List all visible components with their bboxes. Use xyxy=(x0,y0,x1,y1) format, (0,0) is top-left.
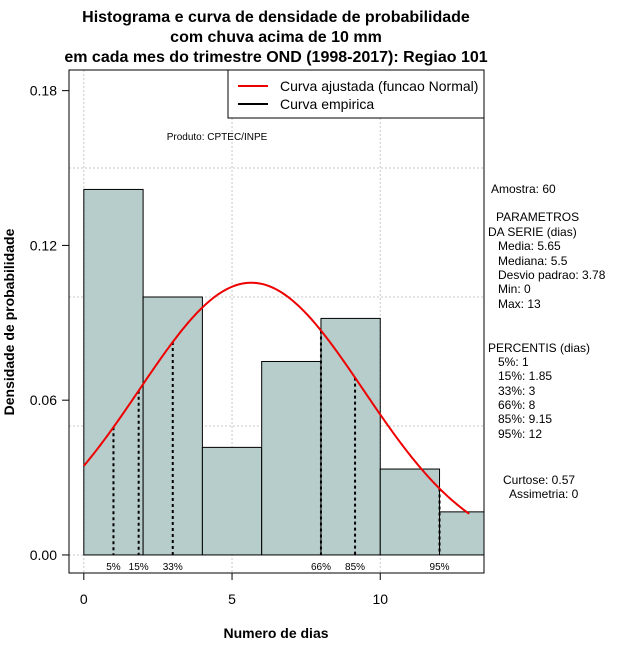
x-tick-label: 0 xyxy=(80,591,88,607)
histogram-bar xyxy=(379,468,441,556)
stats-percentil: 5%: 1 xyxy=(498,355,529,369)
stats-param: Mediana: 5.5 xyxy=(498,254,568,268)
x-axis-title: Numero de dias xyxy=(223,625,328,641)
histogram-bar xyxy=(439,511,485,556)
y-tick-label: 0.12 xyxy=(30,237,57,253)
stats-curtose: Curtose: 0.57 xyxy=(503,473,575,487)
histogram-bar xyxy=(261,360,322,556)
product-annotation: Produto: CPTEC/INPE xyxy=(167,132,268,143)
percentile-label: 15% xyxy=(129,562,149,573)
stats-sample: Amostra: 60 xyxy=(491,182,556,196)
stats-panel: Amostra: 60 PARAMETROS DA SERIE (dias) M… xyxy=(488,182,606,501)
chart-title-line-2: com chuva acima de 10 mm xyxy=(170,29,382,46)
stats-params-header-1: PARAMETROS xyxy=(496,210,579,224)
stats-assimetria: Assimetria: 0 xyxy=(509,487,579,501)
histogram-bar xyxy=(320,317,381,556)
stats-param: Media: 5.65 xyxy=(498,239,561,253)
stats-percentil: 66%: 8 xyxy=(498,398,536,412)
percentile-lines: 5% 15% 33% 66% 85% 95% xyxy=(106,330,450,573)
normal-curve xyxy=(83,281,470,515)
stats-percentil: 15%: 1.85 xyxy=(498,369,552,383)
percentile-label: 33% xyxy=(163,562,183,573)
histogram-bars xyxy=(83,188,485,556)
legend: Curva ajustada (funcao Normal) Curva emp… xyxy=(227,69,485,119)
normal-curve-layer xyxy=(83,281,470,515)
percentile-label: 5% xyxy=(106,562,121,573)
stats-params-header-2: DA SERIE (dias) xyxy=(488,225,577,239)
stats-percentil: 33%: 3 xyxy=(498,384,536,398)
x-tick-label: 10 xyxy=(372,591,388,607)
stats-param: Desvio padrao: 3.78 xyxy=(498,268,606,282)
percentile-label: 95% xyxy=(430,562,450,573)
stats-param: Max: 13 xyxy=(498,297,541,311)
x-tick-label: 5 xyxy=(228,591,236,607)
stats-percentis-header: PERCENTIS (dias) xyxy=(488,341,590,355)
percentile-label: 66% xyxy=(311,562,331,573)
y-tick-label: 0.00 xyxy=(30,547,57,563)
chart-title-line-3: em cada mes do trimestre OND (1998-2017)… xyxy=(64,49,487,66)
y-tick-label: 0.18 xyxy=(30,83,57,99)
legend-label-normal: Curva ajustada (funcao Normal) xyxy=(280,78,478,94)
legend-label-empirical: Curva empirica xyxy=(280,96,374,112)
stats-param: Min: 0 xyxy=(498,282,531,296)
stats-percentil: 95%: 12 xyxy=(498,427,542,441)
y-axis-title: Densidade de probabilidade xyxy=(1,228,17,415)
histogram-bar xyxy=(201,446,263,556)
y-tick-label: 0.06 xyxy=(30,392,57,408)
percentile-label: 85% xyxy=(345,562,365,573)
stats-percentil: 85%: 9.15 xyxy=(498,412,552,426)
legend-box xyxy=(227,69,485,119)
chart-title-line-1: Histograma e curva de densidade de proba… xyxy=(82,9,470,26)
